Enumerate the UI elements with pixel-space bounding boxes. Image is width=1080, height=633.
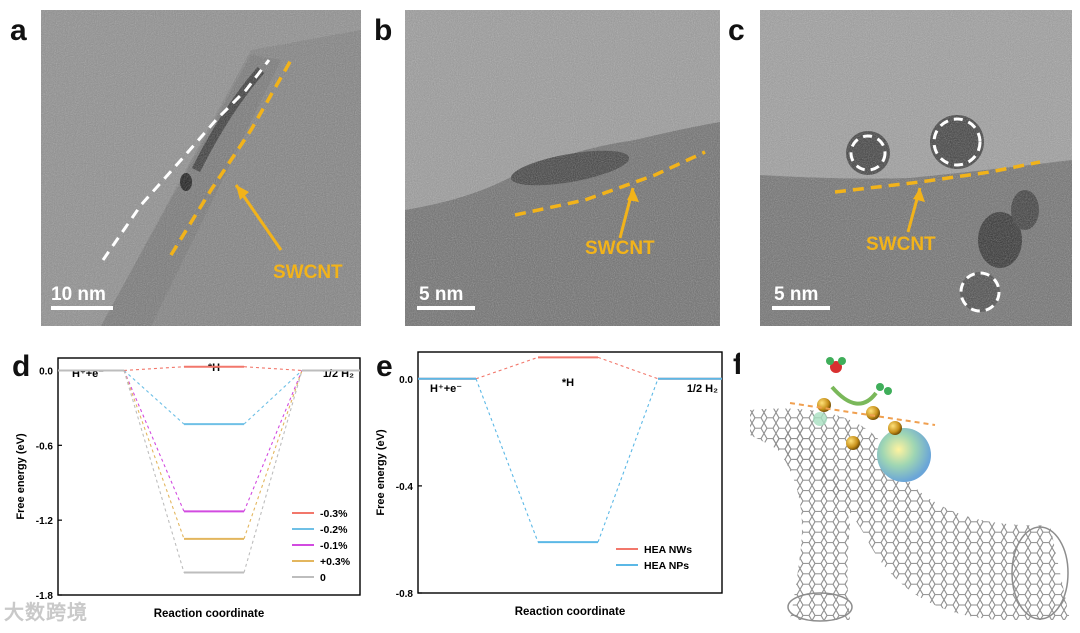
panel-f-letter: f xyxy=(733,348,743,381)
series-connector-HEA NPs xyxy=(475,378,539,543)
panel-d-letter: d xyxy=(12,350,31,383)
x-axis-label: Reaction coordinate xyxy=(154,608,265,620)
panel-a-letter: a xyxy=(10,14,27,47)
swcnt-illustration-f xyxy=(740,345,1076,625)
legend-label: HEA NPs xyxy=(644,560,689,572)
series-connector-0 xyxy=(123,370,185,573)
legend-label: HEA NWs xyxy=(644,544,692,556)
plot-frame xyxy=(417,351,723,594)
chart-e: 0.0 -0.4 -0.8 Free energy (eV) Reaction coor… xyxy=(370,340,730,633)
legend-label: -0.3% xyxy=(320,508,348,520)
state-label-adsorbed: *H xyxy=(562,377,574,389)
y-tick-label: 0.0 xyxy=(399,375,413,386)
y-tick-label: -1.2 xyxy=(36,516,54,527)
series-connector-HEA NWs xyxy=(475,356,539,380)
y-tick-label: 0.0 xyxy=(39,366,53,377)
chart-e-svg: 0.0 -0.4 -0.8 Free energy (eV) Reaction coor… xyxy=(375,351,723,618)
panel-b-letter: b xyxy=(374,14,393,47)
swcnt-label-b: SWCNT xyxy=(585,238,655,259)
state-label-final: 1/2 H₂ xyxy=(687,383,718,395)
series-connector--0.1% xyxy=(243,370,303,512)
legend-label: 0 xyxy=(320,572,326,584)
y-tick-label: -0.4 xyxy=(396,482,414,493)
series-connector-HEA NWs xyxy=(597,356,659,380)
legend-label: -0.2% xyxy=(320,524,348,536)
state-label-initial: H⁺+e⁻ xyxy=(430,383,462,395)
chart-d-svg: 0.0 -0.6 -1.2 -1.8 Free energy (eV) Reaction … xyxy=(15,357,361,620)
swcnt-label-a: SWCNT xyxy=(273,262,343,283)
x-axis-label: Reaction coordinate xyxy=(515,606,626,618)
swcnt-label-c: SWCNT xyxy=(866,234,936,255)
panel-c-letter: c xyxy=(728,14,745,47)
tem-image-c: 5 nm SWCNT xyxy=(760,10,1072,326)
legend-label: -0.1% xyxy=(320,540,348,552)
plot-frame xyxy=(57,357,361,596)
panel-e-letter: e xyxy=(376,350,393,383)
series-connector--0.2% xyxy=(123,370,185,425)
state-label-adsorbed: *H xyxy=(208,362,220,374)
series-connector-HEA NPs xyxy=(597,378,659,543)
y-tick-label: -0.6 xyxy=(36,441,54,452)
chart-d: 0.0 -0.6 -1.2 -1.8 Free energy (eV) Reaction … xyxy=(10,340,370,633)
y-tick-label: -1.8 xyxy=(36,591,54,602)
y-axis-label: Free energy (eV) xyxy=(15,433,27,520)
watermark: 大数跨境 xyxy=(4,600,88,624)
y-tick-label: -0.8 xyxy=(396,589,414,600)
tem-image-a: 10 nm SWCNT xyxy=(41,10,361,326)
scale-bar-b: 5 nm xyxy=(419,284,464,305)
series-connector-+0.3% xyxy=(123,370,185,540)
series-connector-0 xyxy=(243,370,303,573)
legend-label: +0.3% xyxy=(320,556,351,568)
scale-bar-c: 5 nm xyxy=(774,284,819,305)
series-connector--0.3% xyxy=(123,366,185,372)
series-connector--0.3% xyxy=(243,366,303,372)
scale-bar-a: 10 nm xyxy=(51,284,106,305)
tem-image-b: 5 nm SWCNT xyxy=(405,10,720,326)
y-axis-label: Free energy (eV) xyxy=(375,429,387,516)
series-connector--0.1% xyxy=(123,370,185,512)
series-connector--0.2% xyxy=(243,370,303,425)
